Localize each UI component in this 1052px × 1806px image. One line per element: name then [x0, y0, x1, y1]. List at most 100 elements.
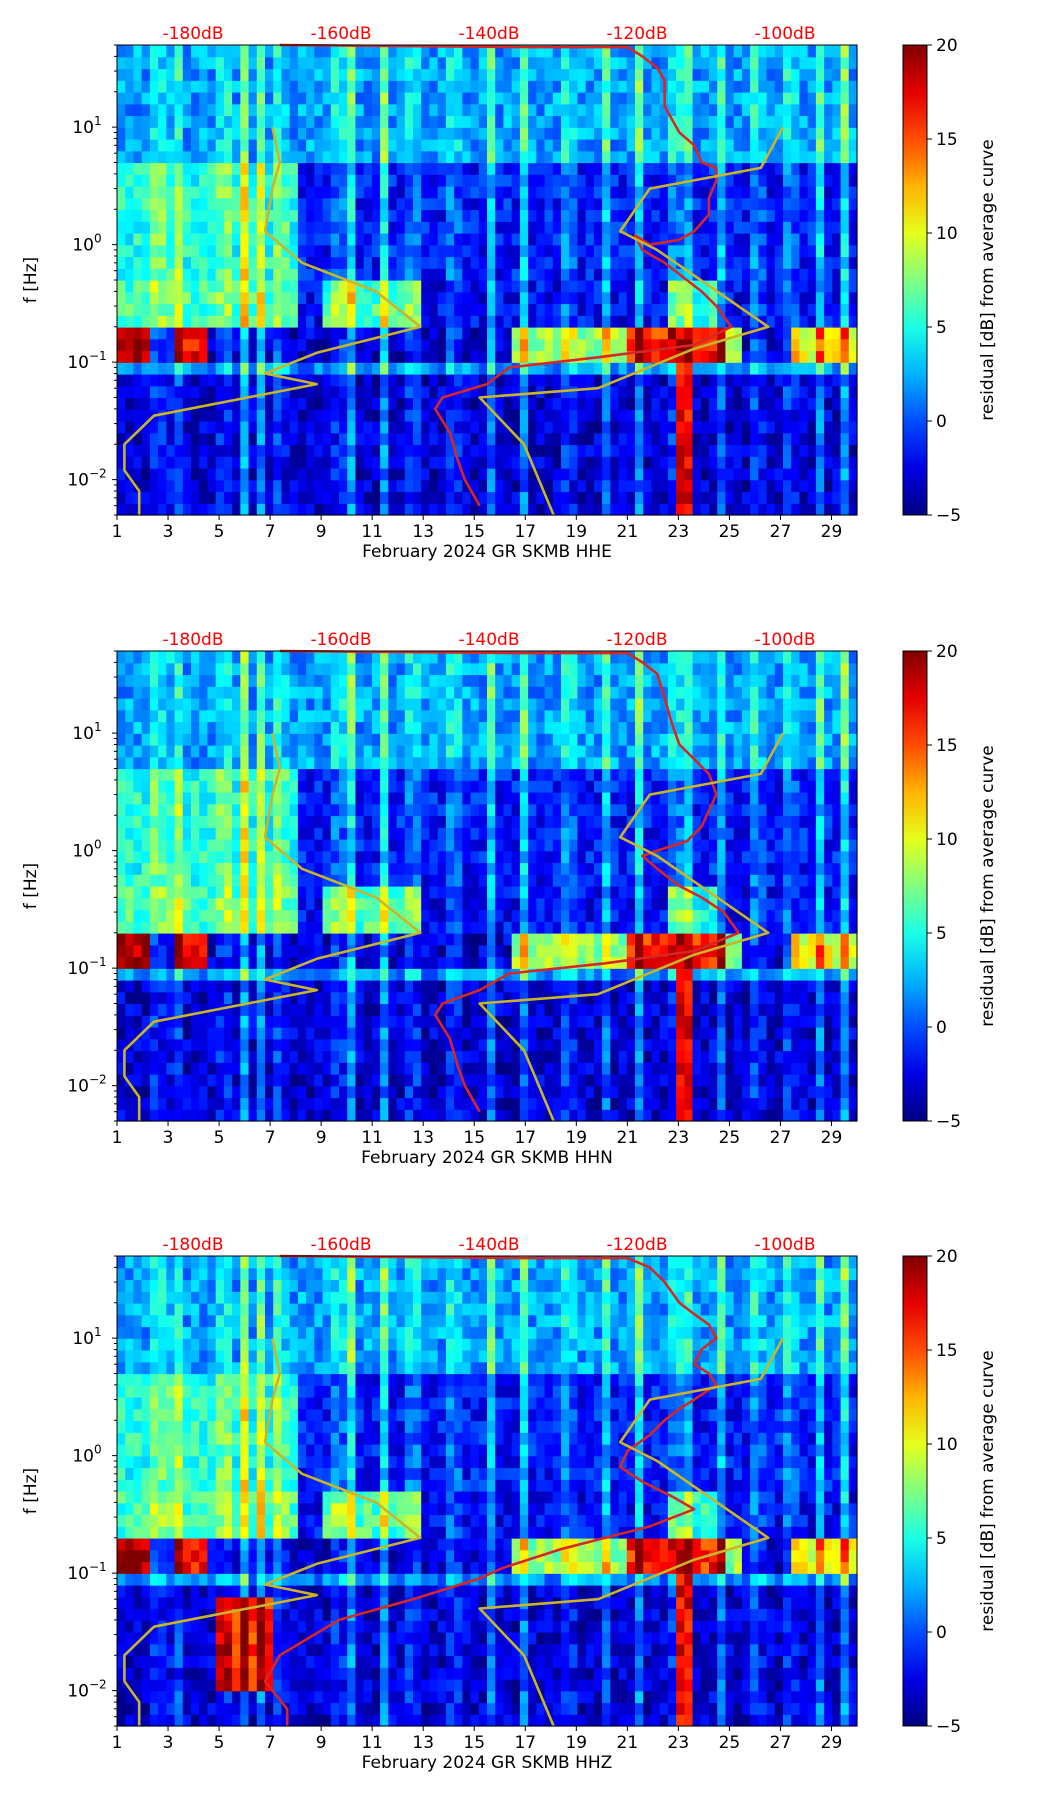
heatmap-cell [265, 103, 274, 117]
heatmap-cell [692, 468, 702, 481]
heatmap-cell [199, 886, 209, 899]
heatmap-cell [495, 479, 505, 493]
heatmap-cell [421, 92, 431, 105]
heatmap-cell [314, 921, 324, 934]
heatmap-cell [371, 56, 381, 70]
heatmap-cell [191, 92, 200, 105]
heatmap-cell [807, 221, 817, 234]
noise-model-curve [478, 126, 785, 516]
heatmap-cell [544, 186, 554, 199]
heatmap-cell [141, 662, 151, 676]
heatmap-cell [561, 150, 570, 164]
heatmap-cell [281, 1097, 291, 1110]
heatmap-cell [240, 56, 250, 70]
heatmap-cell [413, 291, 422, 305]
heatmap-cell [528, 503, 537, 516]
heatmap-cell [363, 256, 373, 269]
heatmap-cell [470, 92, 480, 105]
heatmap-cell [725, 291, 735, 305]
heatmap-cell [125, 698, 135, 711]
heatmap-cell [215, 479, 225, 493]
heatmap-cell [569, 409, 579, 422]
heatmap-cell [240, 374, 250, 387]
heatmap-cell [240, 1109, 250, 1122]
heatmap-cell [750, 421, 759, 434]
heatmap-cell [281, 115, 291, 128]
heatmap-cell [741, 68, 751, 81]
heatmap-cell [281, 186, 291, 199]
heatmap-cell [141, 850, 151, 864]
heatmap-cell [125, 827, 135, 840]
heatmap-cell [297, 244, 307, 258]
heatmap-cell [437, 244, 447, 258]
heatmap-cell [273, 944, 283, 958]
heatmap-cell [355, 909, 365, 922]
heatmap-cell [322, 409, 332, 422]
heatmap-cell [536, 174, 546, 187]
heatmap-cell [322, 756, 332, 770]
heatmap-cell [223, 456, 233, 469]
heatmap-cell [191, 233, 200, 246]
heatmap-cell [561, 444, 570, 457]
heatmap-cell [232, 139, 241, 152]
heatmap-cell [651, 150, 661, 164]
heatmap-cell [158, 456, 167, 469]
heatmap-cell [824, 244, 833, 258]
heatmap-cell [478, 374, 488, 387]
heatmap-cell [289, 1027, 299, 1040]
heatmap-cell [355, 409, 365, 422]
heatmap-cell [602, 115, 611, 128]
heatmap-cell [511, 174, 521, 187]
heatmap-cell [133, 733, 143, 746]
heatmap-cell [692, 150, 702, 164]
heatmap-cell [824, 68, 833, 81]
heatmap-cell [248, 338, 258, 352]
heatmap-cell [281, 174, 291, 187]
heatmap-cell [388, 338, 398, 352]
heatmap-cell [487, 209, 496, 222]
heatmap-cell [585, 421, 595, 434]
heatmap-cell [659, 456, 669, 469]
heatmap-cell [445, 350, 455, 363]
heatmap-cell [643, 291, 653, 305]
heatmap-cell [133, 115, 143, 128]
heatmap-cell [281, 209, 291, 222]
heatmap-cell [470, 127, 480, 140]
heatmap-cell [799, 503, 809, 516]
heatmap-cell [667, 303, 677, 316]
heatmap-cell [445, 80, 455, 93]
heatmap-cell [667, 174, 677, 187]
heatmap-cell [207, 721, 217, 734]
heatmap-cell [495, 338, 505, 352]
heatmap-cell [478, 291, 488, 305]
heatmap-cell [199, 1050, 209, 1063]
heatmap-cell [462, 374, 472, 387]
heatmap-cell [766, 56, 776, 70]
heatmap-cell [692, 362, 702, 375]
heatmap-cell [585, 432, 595, 446]
heatmap-cell [807, 174, 817, 187]
heatmap-cell [174, 897, 184, 911]
colorbar-tick-label: 5 [936, 318, 947, 338]
heatmap-cell [149, 350, 159, 363]
heatmap-cell [462, 139, 472, 152]
heatmap-cell [487, 409, 496, 422]
heatmap-cell [840, 174, 850, 187]
heatmap-cell [248, 897, 258, 911]
heatmap-cell [347, 756, 357, 770]
heatmap-cell [339, 897, 348, 911]
heatmap-cell [232, 933, 241, 946]
heatmap-cell [371, 385, 381, 399]
heatmap-cell [495, 150, 505, 164]
heatmap-cell [380, 162, 389, 175]
heatmap-cell [388, 503, 398, 516]
heatmap-cell [454, 45, 463, 58]
heatmap-cell [289, 721, 299, 734]
heatmap-cell [306, 491, 315, 504]
heatmap-cell [413, 56, 422, 70]
heatmap-cell [380, 1050, 389, 1063]
heatmap-cell [413, 127, 422, 140]
heatmap-cell [314, 1109, 324, 1122]
heatmap-cell [528, 103, 537, 117]
heatmap-cell [182, 139, 192, 152]
